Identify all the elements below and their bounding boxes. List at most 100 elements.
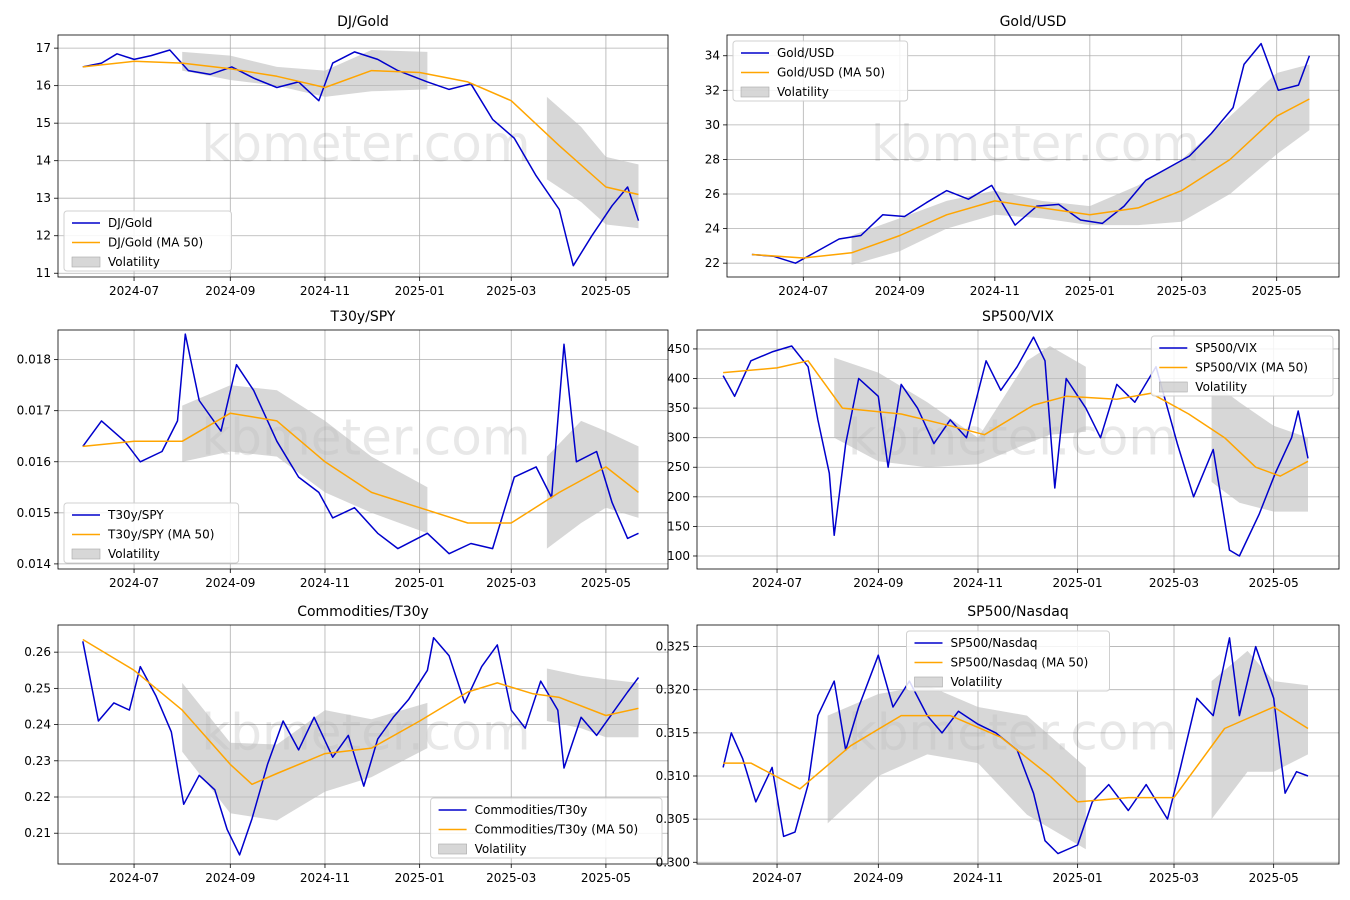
legend-label: Volatility	[951, 675, 1003, 689]
legend-label: DJ/Gold (MA 50)	[108, 236, 203, 250]
legend-label: SP500/VIX	[1195, 341, 1257, 355]
x-tick-label: 2024-07	[778, 284, 828, 298]
y-tick-label: 0.315	[656, 726, 690, 740]
y-tick-label: 0.23	[24, 754, 51, 768]
y-tick-label: 17	[36, 41, 51, 55]
x-tick-label: 2025-03	[486, 284, 536, 298]
chart-title: Commodities/T30y	[297, 604, 429, 620]
x-tick-label: 2024-11	[970, 284, 1020, 298]
legend-box	[430, 797, 663, 859]
x-tick-label: 2025-05	[581, 576, 631, 590]
volatility-band	[182, 682, 428, 821]
y-tick-label: 0.320	[656, 683, 690, 697]
legend-label: DJ/Gold	[108, 216, 152, 230]
chart-panel-gold-usd: 2024-07 2024-09 2024-11 2025-01 2025-03 2025-…	[705, 14, 1340, 298]
x-tick-label: 2024-09	[853, 576, 903, 590]
x-tick-label: 2024-11	[300, 576, 350, 590]
x-tick-label: 2025-03	[1157, 284, 1207, 298]
volatility-band	[1211, 381, 1308, 512]
y-tick-label: 0.325	[656, 640, 690, 654]
legend-box	[906, 630, 1110, 692]
x-tick-label: 2025-01	[1053, 576, 1103, 590]
watermark: kbmeter.com	[201, 115, 530, 173]
y-tick-label: 200	[667, 490, 690, 504]
plot-area	[722, 637, 1309, 855]
volatility-band	[827, 685, 1086, 850]
plot-area	[751, 42, 1311, 265]
legend-box	[63, 210, 232, 272]
x-tick-label: 2024-07	[752, 871, 802, 885]
legend-label: T30y/SPY	[107, 508, 164, 522]
x-tick-label: 2024-09	[205, 576, 255, 590]
series-line	[751, 42, 1311, 264]
y-tick-label: 350	[667, 401, 690, 415]
legend: Gold/USD Gold/USD (MA 50) Volatility	[732, 40, 909, 102]
chart-panel-t30y-spy: 2024-07 2024-09 2024-11 2025-01 2025-03 2025-…	[17, 309, 669, 590]
moving-average-line	[751, 98, 1310, 259]
x-tick-label: 2024-11	[953, 576, 1003, 590]
legend-label: Volatility	[1195, 380, 1247, 394]
series-line	[82, 636, 640, 856]
legend-label: Volatility	[108, 255, 160, 269]
axes-frame	[57, 329, 669, 570]
moving-average-line	[82, 412, 639, 524]
x-tick-label: 2025-05	[1252, 284, 1302, 298]
x-tick-label: 2024-11	[300, 871, 350, 885]
legend-box	[1150, 335, 1334, 397]
x-tick-label: 2024-07	[109, 284, 159, 298]
y-tick-label: 250	[667, 460, 690, 474]
chart-panel-commodities-t30y: 2024-07 2024-09 2024-11 2025-01 2025-03 2025-…	[24, 604, 669, 885]
legend-swatch-band	[740, 86, 770, 98]
legend-label: SP500/VIX (MA 50)	[1195, 361, 1308, 375]
axes-frame	[57, 624, 669, 865]
y-tick-label: 0.015	[17, 506, 51, 520]
y-tick-label: 0.24	[24, 718, 51, 732]
plot-area	[82, 636, 640, 856]
moving-average-line	[82, 60, 639, 196]
series-line	[82, 333, 639, 555]
y-tick-label: 14	[36, 154, 51, 168]
x-tick-label: 2025-01	[395, 576, 445, 590]
chart-title: SP500/Nasdaq	[967, 604, 1068, 620]
y-tick-label: 16	[36, 79, 51, 93]
y-tick-label: 100	[667, 549, 690, 563]
plot-area	[722, 336, 1309, 557]
legend-swatch-band	[71, 256, 101, 268]
axes-frame	[57, 34, 669, 278]
y-tick-label: 0.017	[17, 404, 51, 418]
legend: T30y/SPY T30y/SPY (MA 50) Volatility	[63, 502, 240, 564]
legend-label: SP500/Nasdaq (MA 50)	[951, 656, 1089, 670]
y-tick-label: 0.016	[17, 455, 51, 469]
y-tick-label: 150	[667, 519, 690, 533]
legend-swatch-band	[1159, 381, 1188, 393]
volatility-band	[1211, 650, 1308, 820]
y-tick-label: 0.300	[656, 855, 690, 869]
y-tick-label: 34	[705, 49, 720, 63]
y-tick-label: 32	[705, 83, 720, 97]
x-tick-label: 2024-11	[300, 284, 350, 298]
legend-label: SP500/Nasdaq	[951, 636, 1038, 650]
y-tick-label: 0.018	[17, 353, 51, 367]
x-tick-label: 2025-01	[1053, 871, 1103, 885]
legend-label: T30y/SPY (MA 50)	[107, 528, 215, 542]
legend: DJ/Gold DJ/Gold (MA 50) Volatility	[63, 210, 232, 272]
legend-label: Commodities/T30y	[475, 803, 588, 817]
axes-frame	[696, 624, 1340, 865]
y-tick-label: 0.014	[17, 557, 51, 571]
y-tick-label: 0.310	[656, 769, 690, 783]
axes-frame	[696, 329, 1340, 570]
moving-average-line	[723, 360, 1309, 477]
x-tick-label: 2024-11	[953, 871, 1003, 885]
x-tick-label: 2024-09	[875, 284, 925, 298]
x-tick-label: 2025-03	[486, 871, 536, 885]
x-tick-label: 2024-09	[853, 871, 903, 885]
y-tick-label: 11	[36, 266, 51, 280]
x-tick-label: 2024-07	[109, 576, 159, 590]
legend-swatch-band	[71, 548, 101, 560]
x-tick-label: 2025-05	[581, 871, 631, 885]
legend-label: Commodities/T30y (MA 50)	[475, 823, 639, 837]
chart-panel-sp500-nasdaq: 2024-07 2024-09 2024-11 2025-01 2025-03 2025-…	[656, 604, 1340, 885]
legend-box	[732, 40, 909, 102]
y-tick-label: 22	[705, 256, 720, 270]
